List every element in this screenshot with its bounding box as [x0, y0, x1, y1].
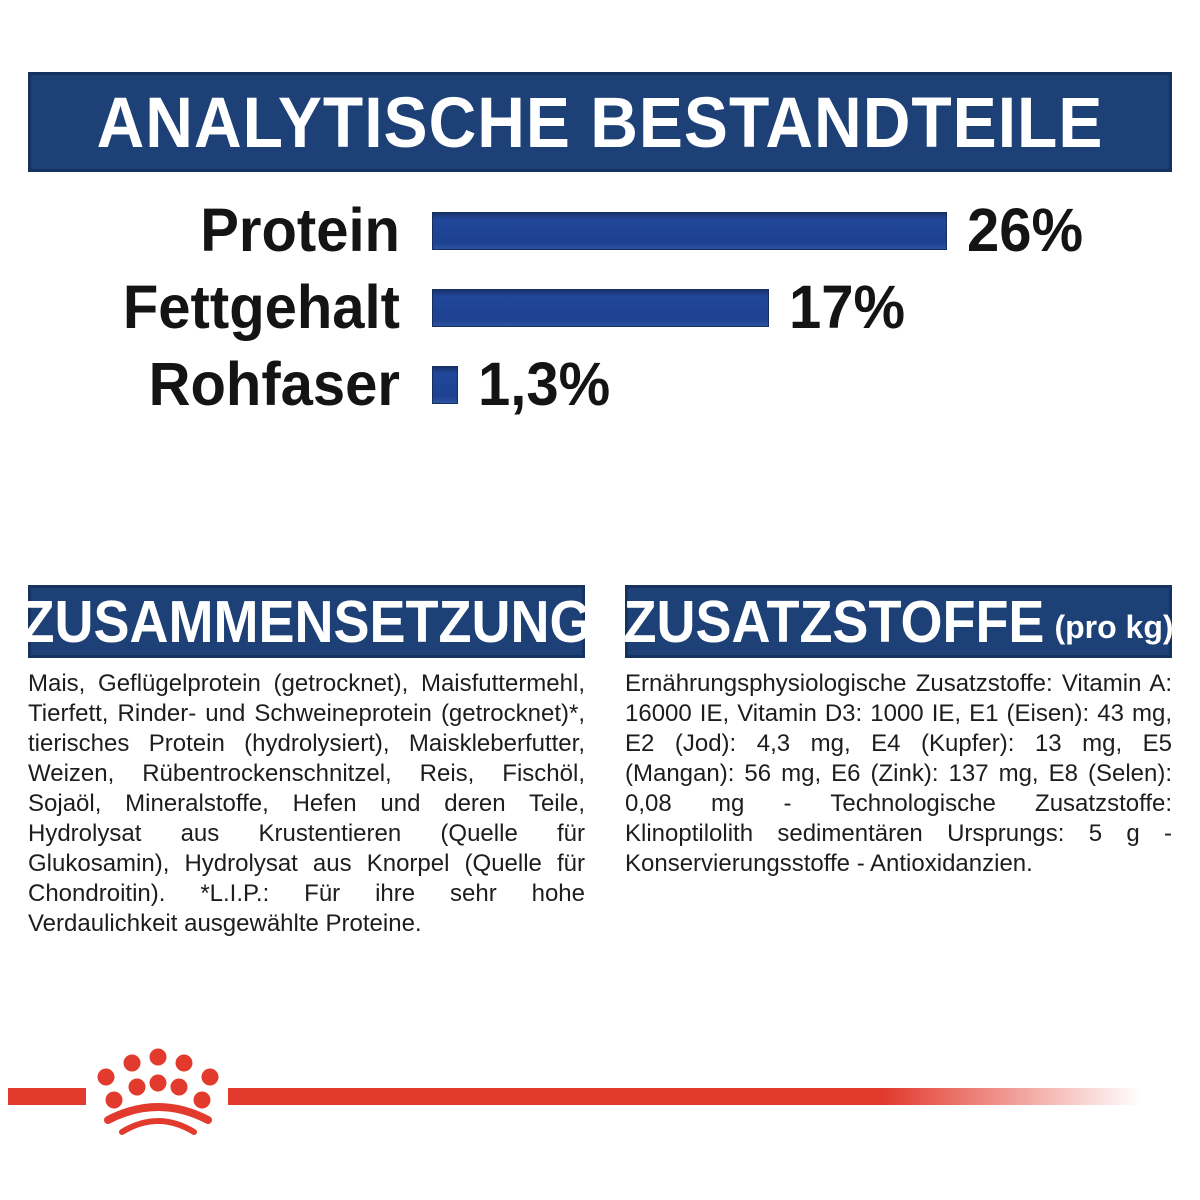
analytical-constituents-title: ANALYTISCHE BESTANDTEILE: [96, 82, 1104, 162]
chart-category-label: Fettgehalt: [122, 272, 400, 342]
additives-section: ZUSATZSTOFFE (pro kg) Ernährungsphysiolo…: [623, 585, 1174, 903]
chart-bar: [432, 288, 769, 327]
brand-stripe-right: [228, 1088, 1140, 1105]
brand-stripe-left: [8, 1088, 86, 1105]
composition-section: ZUSAMMENSETZUNG Mais, Geflügelprotein (g…: [22, 585, 592, 963]
additives-header-banner: ZUSATZSTOFFE (pro kg): [623, 585, 1174, 658]
royal-canin-crown-icon: [97, 1048, 219, 1135]
chart-value-label: 1,3%: [478, 349, 611, 419]
chart-value-label: 26%: [967, 195, 1084, 265]
analytical-constituents-chart: Protein 26% Fettgehalt 17% Rohfaser 1,3%: [0, 192, 1200, 423]
chart-row-protein: Protein 26%: [0, 192, 1200, 269]
composition-text: Mais, Geflügelprotein (getrocknet), Mais…: [28, 670, 585, 937]
additives-title-suffix: (pro kg): [1054, 609, 1174, 645]
chart-value-label: 17%: [789, 272, 906, 342]
chart-row-fettgehalt: Fettgehalt 17%: [0, 269, 1200, 346]
chart-category-label: Rohfaser: [148, 349, 400, 419]
analytical-constituents-banner: ANALYTISCHE BESTANDTEILE: [28, 72, 1172, 172]
chart-bar: [432, 211, 947, 250]
composition-header-banner: ZUSAMMENSETZUNG: [22, 585, 592, 658]
additives-text: Ernährungsphysiologische Zusatzstoffe: V…: [625, 670, 1172, 877]
chart-row-rohfaser: Rohfaser 1,3%: [0, 346, 1200, 423]
additives-title: ZUSATZSTOFFE: [623, 588, 1045, 655]
chart-category-label: Protein: [200, 195, 400, 265]
chart-bar: [432, 365, 458, 404]
composition-title: ZUSAMMENSETZUNG: [21, 588, 592, 655]
